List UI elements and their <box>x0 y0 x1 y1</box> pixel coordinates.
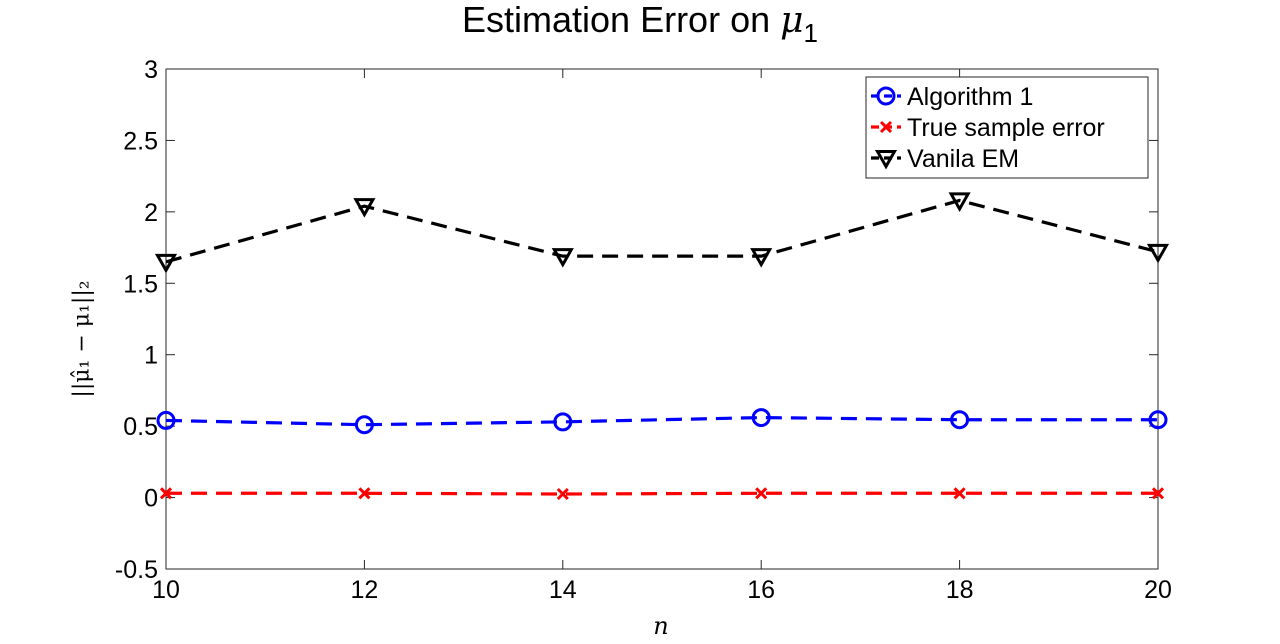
y-tick-label: 1.5 <box>123 270 158 298</box>
data-point-vanila-em <box>353 198 376 218</box>
series-line-true-sample-error <box>166 491 1158 496</box>
legend-label: Algorithm 1 <box>907 83 1033 111</box>
y-tick-label: 2 <box>144 199 158 227</box>
series-line-vanila-em <box>165 198 1159 264</box>
data-point-vanila-em <box>750 248 773 268</box>
data-point-algorithm-1 <box>950 410 970 430</box>
y-tick-label: 2.5 <box>123 127 158 155</box>
x-tick-label: 14 <box>549 576 577 604</box>
y-tick-label: 3 <box>144 56 158 84</box>
x-tick-label: 12 <box>350 576 378 604</box>
data-point-true-sample-error <box>556 487 569 501</box>
series-layer <box>154 192 1170 501</box>
legend-marker <box>874 150 898 170</box>
series-line-algorithm-1 <box>165 415 1158 427</box>
data-point-algorithm-1 <box>354 415 374 435</box>
y-axis-label: ||μ̂₁ − μ₁||₂ <box>69 280 95 398</box>
data-point-vanila-em <box>1146 243 1170 264</box>
y-tick-label: 0 <box>144 485 158 513</box>
legend-item-true-sample-error: True sample error <box>871 114 1105 142</box>
y-tick-label: 0.5 <box>123 413 158 441</box>
marker-stroke <box>358 487 371 500</box>
legend: Algorithm 1 True sample error Vanila EM <box>865 76 1149 179</box>
legend-label: True sample error <box>907 114 1105 142</box>
data-point-vanila-em <box>551 248 574 268</box>
chart-title: Estimation Error on μ1 <box>0 0 1280 53</box>
data-point-true-sample-error <box>159 487 173 500</box>
axis-ticks: 10 12 14 16 18 20 -0.5 0 0.5 1 1.5 2 2.5 3 <box>115 56 1172 604</box>
marker-stroke <box>755 487 768 500</box>
series-true-sample-error <box>159 487 1165 501</box>
y-tick-label: -0.5 <box>115 556 158 584</box>
marker-stroke <box>556 487 569 501</box>
x-tick-label: 18 <box>946 576 974 604</box>
marker-stroke <box>953 487 966 500</box>
series-vanila-em <box>154 192 1170 274</box>
series-algorithm-1 <box>156 408 1168 435</box>
legend-label: Vanila EM <box>907 145 1019 173</box>
x-tick-label: 16 <box>747 576 775 604</box>
marker-stroke <box>1151 487 1165 500</box>
x-axis-label: n <box>653 612 669 640</box>
legend-marker <box>876 86 896 106</box>
chart-title-subscript: 1 <box>803 18 818 48</box>
data-point-true-sample-error <box>953 487 966 500</box>
marker-stroke <box>879 120 893 134</box>
data-point-true-sample-error <box>755 487 768 500</box>
legend-item-algorithm-1: Algorithm 1 <box>871 83 1033 111</box>
data-point-vanila-em <box>948 192 971 212</box>
data-point-algorithm-1 <box>1148 410 1168 430</box>
chart-title-symbol: μ <box>780 0 804 41</box>
data-point-true-sample-error <box>358 487 371 500</box>
y-tick-label: 1 <box>144 342 158 370</box>
legend-item-vanila-em: Vanila EM <box>871 145 1019 173</box>
legend-box <box>865 76 1149 179</box>
legend-marker <box>879 120 893 134</box>
data-point-algorithm-1 <box>156 410 176 430</box>
x-tick-label: 10 <box>152 576 180 604</box>
x-tick-label: 20 <box>1144 576 1172 604</box>
marker-stroke <box>159 487 173 500</box>
chart-title-text: Estimation Error on <box>462 0 771 40</box>
data-point-true-sample-error <box>1151 487 1165 500</box>
data-point-algorithm-1 <box>553 412 573 432</box>
data-point-vanila-em <box>154 253 178 274</box>
data-point-algorithm-1 <box>751 408 771 428</box>
